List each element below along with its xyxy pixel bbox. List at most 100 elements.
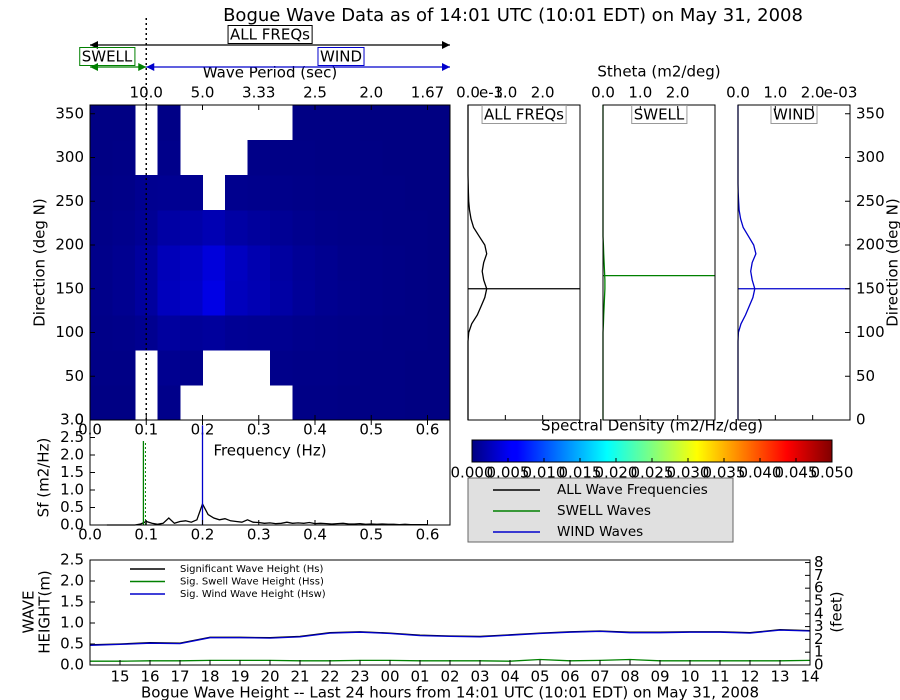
y-tick-label: 150	[55, 279, 84, 297]
y-tick-label: 2	[814, 630, 824, 648]
heat-cell	[112, 280, 136, 316]
y-tick-label: 4	[814, 604, 824, 622]
heat-cell	[90, 175, 113, 211]
heat-cell	[135, 280, 158, 316]
label-box	[770, 105, 818, 124]
heat-cell	[270, 280, 293, 316]
colorbar-tick-label: 0.035	[703, 464, 746, 482]
heat-cell	[225, 245, 248, 281]
x-tick-label: 1.0	[493, 84, 517, 102]
heat-cell	[270, 315, 293, 351]
y-axis-label: Direction (deg N)	[31, 198, 49, 327]
x-tick-label: 07	[590, 668, 609, 686]
heat-cell	[135, 315, 158, 351]
x-tick-label: 08	[620, 668, 639, 686]
legend-label: Sig. Swell Wave Height (Hss)	[180, 577, 324, 588]
heat-cell	[337, 175, 361, 211]
y-tick-label: 2.0	[60, 572, 84, 590]
heat-cell	[360, 140, 383, 176]
legend-label: WIND Waves	[557, 524, 643, 540]
panel-label: WIND	[773, 106, 815, 124]
heat-cell	[360, 315, 383, 351]
offset-text: e-03	[824, 84, 858, 102]
heat-cell	[247, 210, 271, 246]
label-box	[631, 105, 688, 124]
heat-cell	[292, 315, 316, 351]
heat-cell	[315, 315, 338, 351]
heat-cell	[405, 280, 428, 316]
x-tick-label: 21	[290, 668, 309, 686]
x-tick-label: 2.0	[359, 84, 383, 102]
x-tick-label: 0.2	[191, 526, 215, 544]
x-tick-label: 2.0	[666, 84, 690, 102]
x-tick-label: 1.0	[628, 84, 652, 102]
heat-cell	[247, 175, 271, 211]
y-tick-label: 50	[65, 367, 84, 385]
x-tick-label: 0.4	[303, 421, 327, 439]
y2-axis-label: (feet)	[828, 591, 846, 632]
legend-label: Sig. Wind Wave Height (Hsw)	[180, 589, 326, 600]
heat-cell	[337, 350, 361, 386]
label-box	[317, 47, 365, 66]
heat-cell	[112, 315, 136, 351]
heat-cell	[360, 350, 383, 386]
heat-cell	[382, 315, 406, 351]
y-tick-label: 1.5	[60, 463, 84, 481]
x-tick-label: 22	[320, 668, 339, 686]
heat-cell	[225, 175, 248, 211]
x-tick-label: 09	[650, 668, 669, 686]
heat-cell	[112, 105, 136, 141]
heat-cell	[90, 210, 113, 246]
colorbar-tick-label: 0.030	[667, 464, 710, 482]
label-box	[227, 25, 313, 44]
heat-cell	[337, 385, 361, 421]
heat-cell	[112, 140, 136, 176]
x-tick-label: 19	[230, 668, 249, 686]
heat-cell	[292, 350, 316, 386]
heat-cell	[292, 105, 316, 141]
y-tick-label: 250	[856, 192, 885, 210]
y-tick-label: 350	[55, 104, 84, 122]
heat-cell	[405, 350, 428, 386]
x-tick-label: 1.0	[763, 84, 787, 102]
series-line	[106, 502, 428, 526]
heat-cell	[337, 280, 361, 316]
offset-text: e-3	[479, 84, 503, 102]
heat-cell	[405, 210, 428, 246]
heat-cell	[112, 350, 136, 386]
heat-cell	[382, 140, 406, 176]
y-tick-label: 100	[856, 323, 885, 341]
heat-cell	[292, 280, 316, 316]
heat-cell	[112, 245, 136, 281]
x-tick-label: 04	[500, 668, 519, 686]
heat-cell	[382, 280, 406, 316]
x-tick-label: 0.6	[416, 421, 440, 439]
x-tick-label: 13	[770, 668, 789, 686]
heat-cell	[270, 245, 293, 281]
x-tick-label: 17	[170, 668, 189, 686]
heat-cell	[427, 175, 451, 211]
heat-cell	[202, 315, 226, 351]
colorbar-tick-label: 0.020	[595, 464, 638, 482]
y-tick-label: 300	[856, 148, 885, 166]
y-tick-label: 0.5	[60, 635, 84, 653]
chart-title: Bogue Wave Data as of 14:01 UTC (10:01 E…	[223, 5, 803, 26]
heat-cell	[315, 175, 338, 211]
colorbar-tick-label: 0.040	[739, 464, 782, 482]
heat-cell	[247, 315, 271, 351]
y-axis-label: Sf (m2/Hz)	[35, 438, 53, 518]
heat-cell	[270, 140, 293, 176]
x-axis-label: Frequency (Hz)	[213, 442, 326, 460]
x-tick-label: 0.5	[359, 526, 383, 544]
heat-cell	[90, 350, 113, 386]
x-tick-label: 5.0	[191, 84, 215, 102]
range-label: ALL FREQs	[230, 26, 310, 44]
y-tick-label: 1	[814, 643, 824, 661]
heat-cell	[405, 385, 428, 421]
x-tick-label: 15	[110, 668, 129, 686]
x-tick-label: 1.67	[411, 84, 444, 102]
y-tick-label: 1.0	[60, 481, 84, 499]
x-tick-label: 2.5	[303, 84, 327, 102]
colorbar-tick-label: 0.025	[631, 464, 674, 482]
